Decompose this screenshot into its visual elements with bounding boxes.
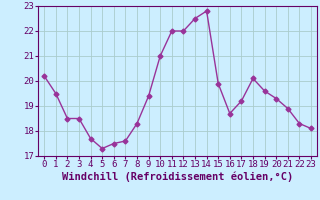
X-axis label: Windchill (Refroidissement éolien,°C): Windchill (Refroidissement éolien,°C) bbox=[62, 172, 293, 182]
